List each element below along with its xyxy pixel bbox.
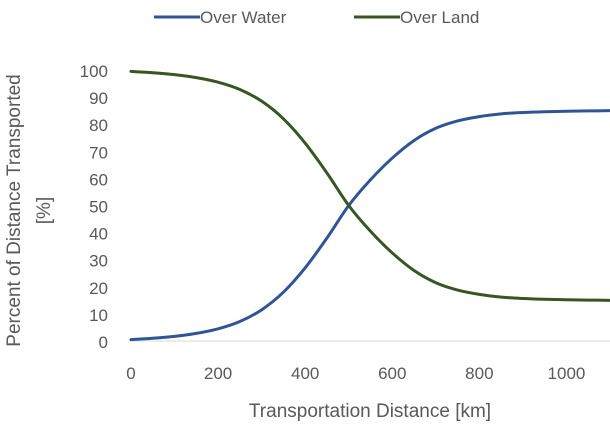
y-axis-title-line: Percent of Distance Transported: [4, 74, 25, 346]
y-tick-label: 40: [89, 225, 108, 244]
y-tick-label: 0: [99, 333, 108, 352]
y-tick-label: 70: [89, 143, 108, 162]
y-tick-label: 100: [80, 62, 108, 81]
y-axis-title: Percent of Distance Transported [%]: [4, 74, 55, 346]
legend: Over Water Over Land: [154, 8, 479, 27]
y-axis-title-line: [%]: [34, 197, 55, 224]
x-tick-label: 600: [378, 364, 406, 383]
legend-label-over-land: Over Land: [400, 8, 479, 27]
x-axis-ticks: 0 200 400 600 800 1000: [126, 364, 585, 383]
series-layer: [129, 69, 610, 342]
series-line-over-land: [129, 69, 610, 302]
x-tick-label: 400: [291, 364, 319, 383]
legend-label-over-water: Over Water: [200, 8, 287, 27]
y-tick-label: 10: [89, 306, 108, 325]
y-tick-label: 30: [89, 252, 108, 271]
x-tick-label: 800: [465, 364, 493, 383]
y-tick-label: 60: [89, 170, 108, 189]
series-line-over-water: [129, 109, 610, 342]
y-axis-ticks: 0 10 20 30 40 50 60 70 80 90 100: [80, 62, 108, 352]
x-tick-label: 1000: [548, 364, 586, 383]
x-tick-label: 200: [204, 364, 232, 383]
x-tick-label: 0: [126, 364, 135, 383]
y-tick-label: 20: [89, 279, 108, 298]
y-tick-label: 80: [89, 116, 108, 135]
y-tick-label: 50: [89, 198, 108, 217]
x-axis-title: Transportation Distance [km]: [249, 401, 491, 422]
y-tick-label: 90: [89, 89, 108, 108]
